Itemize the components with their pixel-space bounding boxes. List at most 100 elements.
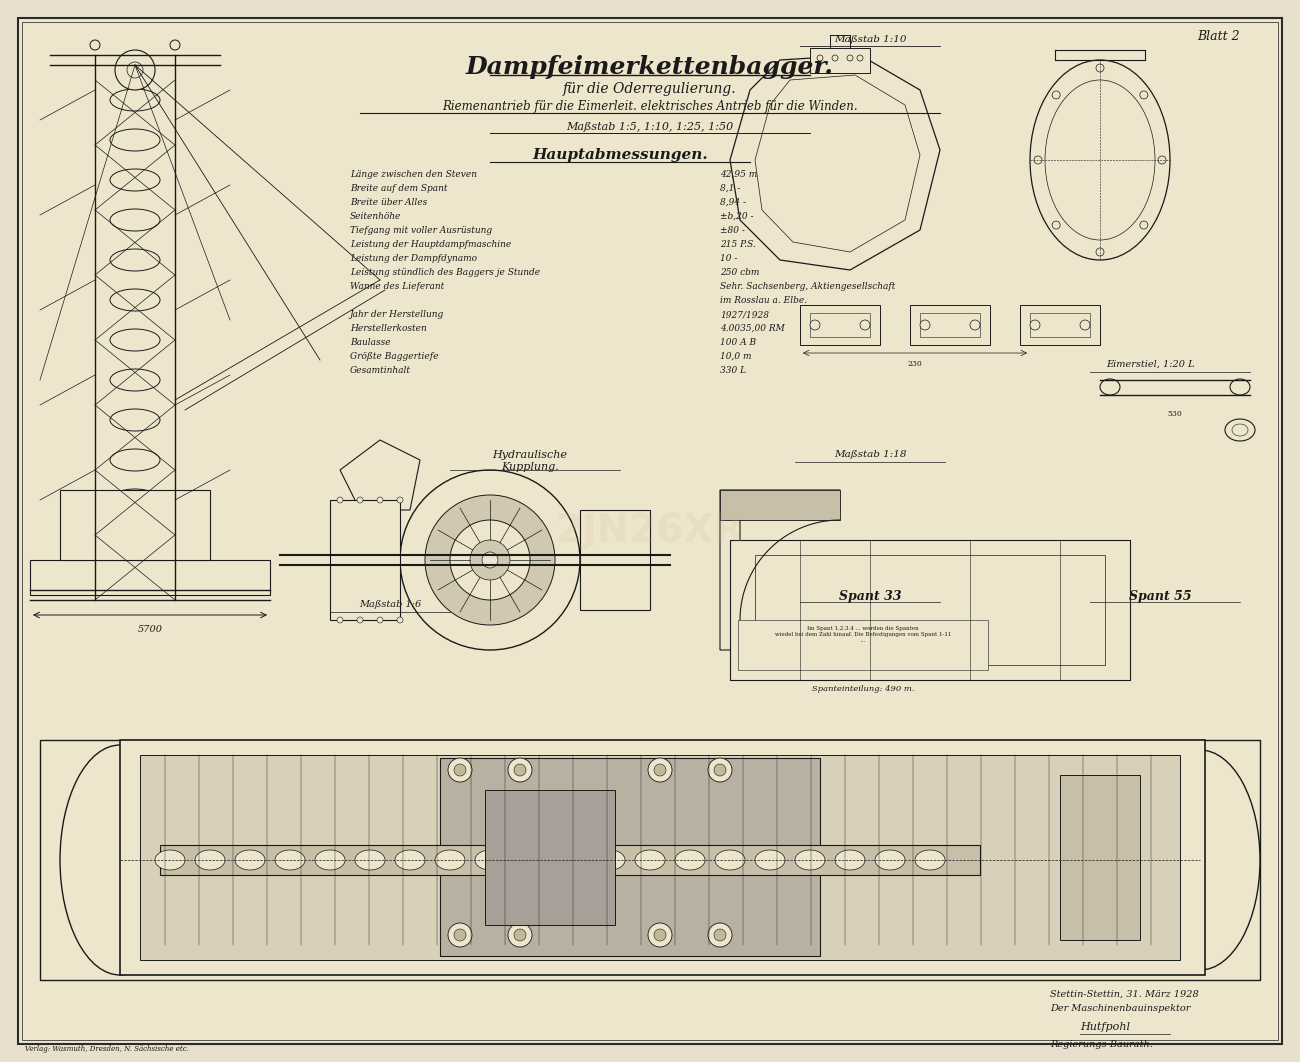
Text: Wanne des Lieferant: Wanne des Lieferant bbox=[350, 282, 445, 291]
Ellipse shape bbox=[1230, 379, 1251, 395]
Circle shape bbox=[654, 929, 666, 941]
Polygon shape bbox=[731, 55, 940, 270]
Text: Leistung stündlich des Baggers je Stunde: Leistung stündlich des Baggers je Stunde bbox=[350, 268, 540, 277]
Text: 42,95 m: 42,95 m bbox=[720, 170, 757, 179]
Bar bbox=[485, 790, 615, 925]
Text: Hauptabmessungen.: Hauptabmessungen. bbox=[532, 148, 707, 162]
Circle shape bbox=[708, 758, 732, 782]
Text: Leistung der Dampfdynamo: Leistung der Dampfdynamo bbox=[350, 254, 477, 263]
Text: 230: 230 bbox=[907, 360, 923, 369]
Text: Baulasse: Baulasse bbox=[350, 338, 390, 347]
Circle shape bbox=[400, 470, 580, 650]
Text: Maßstab 1:10: Maßstab 1:10 bbox=[833, 35, 906, 44]
Text: Größte Baggertiefe: Größte Baggertiefe bbox=[350, 352, 438, 361]
Text: Spant 55: Spant 55 bbox=[1128, 590, 1191, 603]
Circle shape bbox=[1140, 221, 1148, 229]
Circle shape bbox=[448, 923, 472, 947]
Text: 250 cbm: 250 cbm bbox=[720, 268, 759, 277]
Text: 10 -: 10 - bbox=[720, 254, 737, 263]
Circle shape bbox=[857, 55, 863, 61]
Circle shape bbox=[1052, 221, 1061, 229]
Text: Spant 33: Spant 33 bbox=[838, 590, 901, 603]
Circle shape bbox=[508, 758, 532, 782]
Ellipse shape bbox=[195, 850, 225, 870]
Ellipse shape bbox=[675, 850, 705, 870]
Text: Stettin-Stettin, 31. März 1928: Stettin-Stettin, 31. März 1928 bbox=[1050, 990, 1199, 999]
Circle shape bbox=[848, 55, 853, 61]
Circle shape bbox=[170, 40, 179, 50]
Text: 4.0035,00 RM: 4.0035,00 RM bbox=[720, 324, 785, 333]
Circle shape bbox=[377, 497, 384, 503]
Circle shape bbox=[448, 758, 472, 782]
Bar bbox=[910, 305, 991, 345]
Circle shape bbox=[377, 617, 384, 623]
Ellipse shape bbox=[555, 850, 585, 870]
Circle shape bbox=[482, 552, 498, 568]
Bar bbox=[140, 755, 1180, 960]
Text: Seitenhöhe: Seitenhöhe bbox=[350, 212, 402, 221]
Text: Gesamtinhalt: Gesamtinhalt bbox=[350, 366, 411, 375]
Circle shape bbox=[708, 923, 732, 947]
Text: 10,0 m: 10,0 m bbox=[720, 352, 751, 361]
Ellipse shape bbox=[395, 850, 425, 870]
Text: Leistung der Hauptdampfmaschine: Leistung der Hauptdampfmaschine bbox=[350, 240, 511, 249]
Bar bbox=[731, 539, 1130, 680]
Circle shape bbox=[454, 929, 465, 941]
Ellipse shape bbox=[276, 850, 305, 870]
Circle shape bbox=[1030, 320, 1040, 330]
Bar bbox=[755, 555, 1105, 665]
Circle shape bbox=[450, 520, 530, 600]
Text: Regierungs-Baurath.: Regierungs-Baurath. bbox=[1050, 1040, 1153, 1049]
Circle shape bbox=[810, 320, 820, 330]
Circle shape bbox=[861, 320, 870, 330]
Text: für die Oderregulierung.: für die Oderregulierung. bbox=[563, 82, 737, 96]
Circle shape bbox=[1052, 91, 1061, 99]
Circle shape bbox=[425, 495, 555, 626]
Polygon shape bbox=[720, 490, 840, 650]
Circle shape bbox=[1140, 91, 1148, 99]
Text: ±b,20 -: ±b,20 - bbox=[720, 212, 754, 221]
Text: im Rosslau a. Elbe.: im Rosslau a. Elbe. bbox=[720, 296, 807, 305]
Ellipse shape bbox=[715, 850, 745, 870]
Text: Herstellerkosten: Herstellerkosten bbox=[350, 324, 426, 333]
Ellipse shape bbox=[1140, 750, 1260, 970]
Text: Hutfpohl: Hutfpohl bbox=[1080, 1022, 1130, 1032]
Ellipse shape bbox=[595, 850, 625, 870]
Text: Blatt 2: Blatt 2 bbox=[1197, 30, 1240, 42]
Text: 215 P.S.: 215 P.S. bbox=[720, 240, 755, 249]
Bar bbox=[40, 740, 1260, 980]
Bar bbox=[580, 510, 650, 610]
Circle shape bbox=[920, 320, 930, 330]
Circle shape bbox=[647, 923, 672, 947]
Circle shape bbox=[90, 40, 100, 50]
Text: Dampfeimerkettenbagger.: Dampfeimerkettenbagger. bbox=[465, 55, 835, 79]
Ellipse shape bbox=[1225, 419, 1254, 441]
Text: Maßstab 1:6: Maßstab 1:6 bbox=[359, 600, 421, 609]
Text: Im Spant 1.2.3.4 ... werden die Spanten
wiedel bei dem Zahl hinauf. Die Befestig: Im Spant 1.2.3.4 ... werden die Spanten … bbox=[775, 626, 952, 643]
Text: Der Maschinenbauinspektor: Der Maschinenbauinspektor bbox=[1050, 1004, 1191, 1013]
Text: 8,1 -: 8,1 - bbox=[720, 184, 740, 193]
Text: Länge zwischen den Steven: Länge zwischen den Steven bbox=[350, 170, 477, 179]
Ellipse shape bbox=[796, 850, 826, 870]
Ellipse shape bbox=[875, 850, 905, 870]
Text: ±80 -: ±80 - bbox=[720, 226, 745, 235]
Ellipse shape bbox=[835, 850, 864, 870]
Circle shape bbox=[1096, 249, 1104, 256]
Circle shape bbox=[358, 497, 363, 503]
Bar bbox=[1060, 775, 1140, 940]
Circle shape bbox=[471, 539, 510, 580]
Bar bbox=[810, 48, 870, 73]
Circle shape bbox=[970, 320, 980, 330]
Text: Jahr der Herstellung: Jahr der Herstellung bbox=[350, 310, 445, 319]
Bar bbox=[810, 313, 870, 337]
Text: Maßstab 1:18: Maßstab 1:18 bbox=[833, 450, 906, 459]
Circle shape bbox=[396, 617, 403, 623]
Text: 100 A B: 100 A B bbox=[720, 338, 757, 347]
Text: 1927/1928: 1927/1928 bbox=[720, 310, 770, 319]
Ellipse shape bbox=[755, 850, 785, 870]
Text: 8,94 -: 8,94 - bbox=[720, 198, 746, 207]
Circle shape bbox=[714, 764, 725, 776]
Text: Maßstab 1:5, 1:10, 1:25, 1:50: Maßstab 1:5, 1:10, 1:25, 1:50 bbox=[567, 122, 733, 132]
Circle shape bbox=[654, 764, 666, 776]
Circle shape bbox=[1034, 156, 1043, 164]
